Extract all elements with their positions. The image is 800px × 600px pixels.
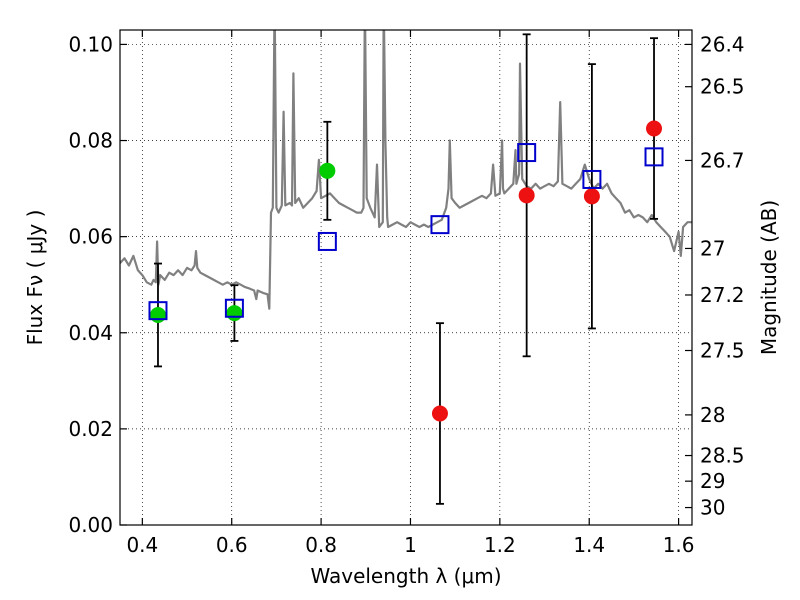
- x-axis-ticks: 0.4 0.6 0.8 1 1.2 1.4 1.6: [126, 30, 695, 557]
- right-axis-title: Magnitude (AB): [757, 200, 781, 355]
- right-tick-label: 26.4: [700, 32, 745, 56]
- x-axis-title: Wavelength λ (μm): [310, 564, 501, 588]
- right-tick-label: 28: [700, 403, 725, 427]
- y-axis-title: Flux Fν ( μJy ): [23, 210, 47, 346]
- x-tick-label: 0.8: [305, 533, 337, 557]
- spectrum-line: [120, 30, 692, 310]
- right-tick-label: 28.5: [700, 444, 745, 468]
- y-tick-label: 0.10: [68, 32, 113, 56]
- data-point: [226, 305, 243, 322]
- data-point: [149, 306, 166, 323]
- model-point: [430, 215, 450, 235]
- data-point: [646, 120, 663, 137]
- model-point: [517, 143, 537, 163]
- data-point: [583, 188, 600, 205]
- model-point: [317, 231, 337, 251]
- model-point: [224, 298, 244, 318]
- y-tick-label: 0.02: [68, 417, 113, 441]
- model-point: [644, 147, 664, 167]
- data-point: [431, 405, 448, 422]
- x-tick-label: 0.4: [126, 533, 158, 557]
- data-point: [518, 187, 535, 204]
- spectrum-series: [120, 30, 692, 310]
- data-point: [319, 162, 336, 179]
- grid-lines: [120, 30, 692, 526]
- x-tick-label: 0.6: [216, 533, 248, 557]
- data-markers: [148, 120, 664, 422]
- x-tick-label: 1.6: [663, 533, 695, 557]
- right-tick-label: 27.2: [700, 283, 745, 307]
- y-axis-ticks: 0.00 0.02 0.04 0.06 0.08 0.10: [68, 32, 127, 537]
- right-axis-ticks: 26.4 26.5 26.7 27 27.2 27.5 28 28.529 30: [685, 32, 745, 520]
- y-tick-label: 0.00: [68, 513, 113, 537]
- right-tick-label: 26.7: [700, 148, 745, 172]
- right-tick-label: 29: [700, 469, 725, 493]
- plot-frame: [119, 29, 693, 526]
- y-tick-label: 0.04: [68, 321, 113, 345]
- x-tick-label: 1.4: [573, 533, 605, 557]
- right-tick-label: 27.5: [700, 339, 745, 363]
- right-tick-label: 30: [700, 496, 725, 520]
- y-tick-label: 0.08: [68, 129, 113, 153]
- y-tick-label: 0.06: [68, 225, 113, 249]
- model-point: [148, 301, 168, 321]
- x-tick-label: 1.2: [484, 533, 516, 557]
- model-point: [582, 169, 602, 189]
- error-bars: [153, 33, 659, 505]
- right-tick-label: 26.5: [700, 75, 745, 99]
- x-tick-label: 1: [404, 533, 417, 557]
- right-tick-label: 27: [700, 236, 725, 260]
